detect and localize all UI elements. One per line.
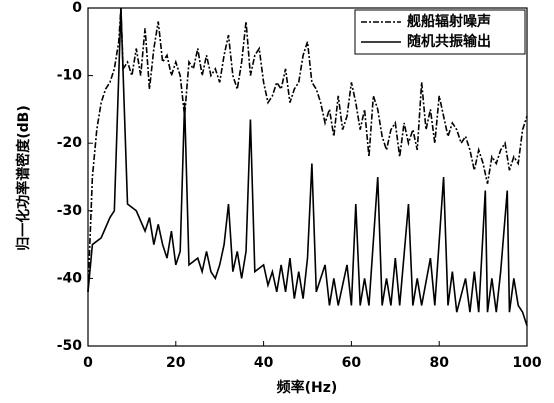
legend-box — [354, 9, 526, 55]
x-tick-label: 40 — [254, 355, 274, 371]
x-axis-label: 频率(Hz) — [277, 379, 338, 396]
x-tick-label: 0 — [83, 355, 93, 371]
y-axis-label: 归一化功率谱密度(dB) — [15, 105, 32, 251]
series-line — [87, 7, 528, 326]
legend-label: 舰船辐射噪声 — [407, 13, 491, 30]
y-tick-label: -30 — [57, 203, 83, 219]
legend-label: 随机共振输出 — [407, 33, 491, 50]
x-tick-label: 100 — [512, 355, 541, 371]
y-tick-label: -40 — [57, 270, 83, 286]
y-tick-label: -10 — [57, 68, 83, 84]
plot-frame — [87, 7, 528, 347]
y-tick-label: 0 — [72, 0, 82, 16]
y-tick-label: -50 — [57, 338, 83, 354]
series-line — [87, 7, 528, 292]
y-tick-label: -20 — [57, 135, 83, 151]
x-tick-label: 60 — [342, 355, 362, 371]
x-tick-label: 80 — [429, 355, 449, 371]
x-tick-label: 20 — [166, 355, 186, 371]
